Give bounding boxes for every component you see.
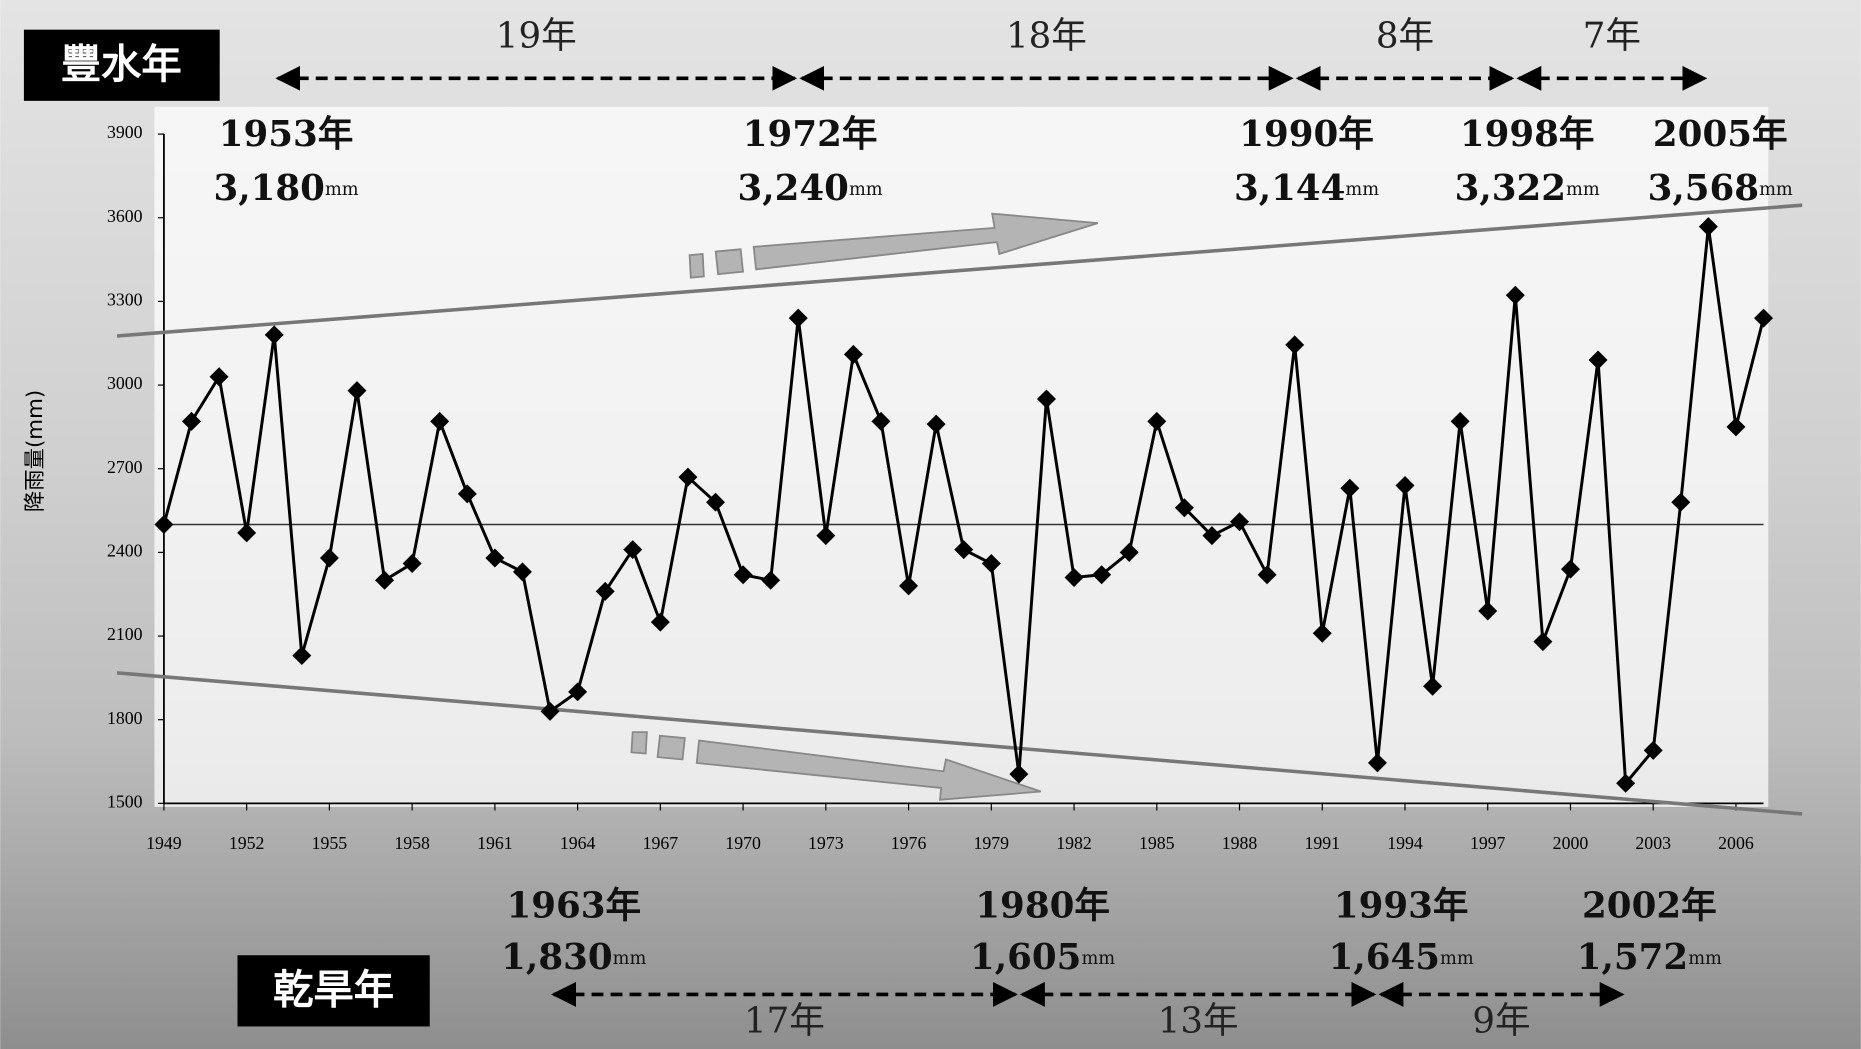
annotation-unit: mm (613, 948, 647, 969)
x-tick-label: 2006 (1718, 833, 1754, 853)
annotation-year: 1953年 (219, 114, 354, 155)
period-label: 7年 (1583, 15, 1641, 56)
annotation-number: 1,572 (1577, 936, 1688, 977)
x-tick-label: 1985 (1139, 833, 1175, 853)
x-tick-label: 2003 (1635, 833, 1671, 853)
period-label: 8年 (1376, 15, 1434, 56)
period-label: 17年 (744, 1000, 825, 1041)
annotation-unit: mm (325, 179, 359, 200)
x-tick-label: 1949 (146, 833, 182, 853)
y-tick-label: 1500 (107, 791, 143, 811)
y-tick-label: 3600 (107, 206, 143, 226)
annotation-number: 3,322 (1455, 167, 1566, 208)
x-tick-label: 1955 (312, 833, 348, 853)
x-tick-label: 1982 (1056, 833, 1092, 853)
annotation-unit: mm (1759, 179, 1793, 200)
period-label: 19年 (496, 15, 577, 56)
annotation-unit: mm (849, 179, 883, 200)
x-tick-label: 2000 (1553, 833, 1589, 853)
x-tick-label: 1952 (229, 833, 265, 853)
chart: 豐水年 乾旱年 降雨量(mm) 1500 1800 2100 2400 2700 3000… (0, 0, 1861, 1049)
y-tick-label: 2100 (107, 624, 143, 644)
annotation-year: 1998年 (1460, 114, 1595, 155)
x-tick-label: 1997 (1470, 833, 1506, 853)
annotation-year: 1993年 (1334, 885, 1469, 926)
annotation-unit: mm (1081, 948, 1115, 969)
annotation-number: 3,180 (214, 167, 325, 208)
annotation-year: 2002年 (1582, 885, 1717, 926)
y-tick-label: 3000 (107, 373, 143, 393)
x-tick-label: 1994 (1387, 833, 1423, 853)
x-tick-label: 1991 (1304, 833, 1340, 853)
y-axis-label: 降雨量(mm) (23, 390, 48, 512)
annotation-number: 3,240 (738, 167, 849, 208)
x-tick-label: 1973 (808, 833, 844, 853)
period-label: 13年 (1158, 1000, 1239, 1041)
y-tick-label: 3900 (107, 122, 143, 142)
page: 豐水年 乾旱年 降雨量(mm) 1500 1800 2100 2400 2700 3000… (0, 0, 1861, 1049)
y-tick-label: 2700 (107, 457, 143, 477)
annotation-unit: mm (1345, 179, 1379, 200)
annotation-year: 2005年 (1653, 114, 1788, 155)
annotation-unit: mm (1440, 948, 1474, 969)
dry-title: 乾旱年 (273, 966, 394, 1014)
annotation-number: 1,830 (501, 936, 612, 977)
x-tick-label: 1961 (477, 833, 513, 853)
x-tick-label: 1958 (394, 833, 430, 853)
annotation-number: 1,645 (1329, 936, 1440, 977)
x-tick-label: 1976 (891, 833, 927, 853)
period-label: 9年 (1472, 1000, 1530, 1041)
x-tick-label: 1970 (725, 833, 761, 853)
annotation-unit: mm (1566, 179, 1600, 200)
annotation-unit: mm (1688, 948, 1722, 969)
y-tick-label: 1800 (107, 708, 143, 728)
x-tick-label: 1988 (1222, 833, 1258, 853)
annotation-number: 1,605 (970, 936, 1081, 977)
wet-title: 豐水年 (61, 40, 182, 88)
x-tick-label: 1964 (560, 833, 596, 853)
annotation-year: 1980年 (975, 885, 1110, 926)
x-tick-label: 1979 (974, 833, 1010, 853)
y-tick-label: 2400 (107, 540, 143, 560)
annotation-year: 1963年 (506, 885, 641, 926)
annotation-year: 1972年 (743, 114, 878, 155)
annotation-year: 1990年 (1239, 114, 1374, 155)
annotation-number: 3,144 (1234, 167, 1345, 208)
x-tick-label: 1967 (643, 833, 679, 853)
y-tick-label: 3300 (107, 289, 143, 309)
period-label: 18年 (1006, 15, 1087, 56)
annotation-number: 3,568 (1648, 167, 1759, 208)
plot-area (154, 107, 1768, 807)
